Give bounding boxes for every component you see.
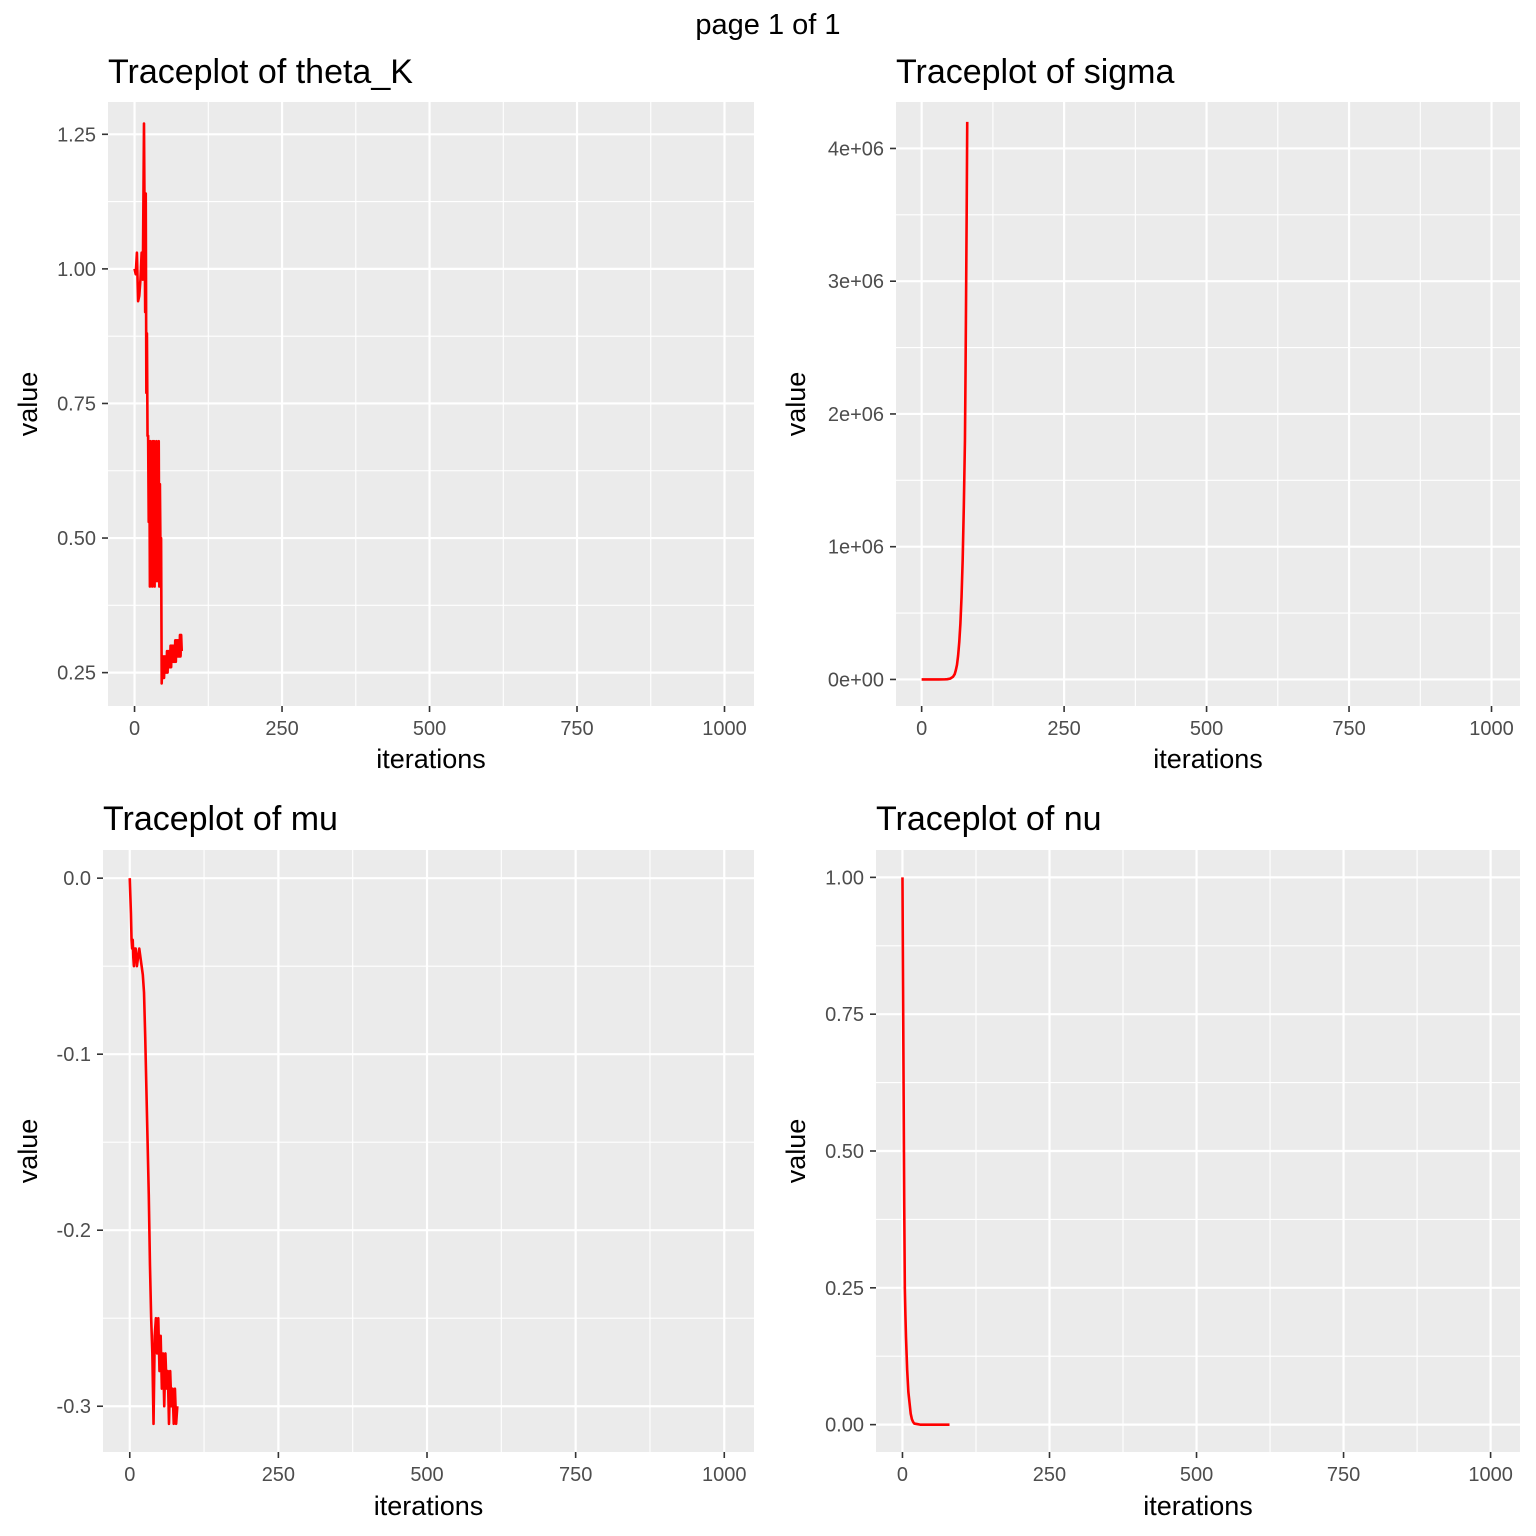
y-axis-title: value — [13, 372, 43, 437]
y-tick-label: 0.0 — [63, 868, 91, 890]
x-tick-label: 750 — [560, 718, 593, 740]
y-axis-title: value — [781, 372, 811, 437]
x-tick-label: 250 — [1033, 1464, 1066, 1486]
x-tick-label: 1000 — [702, 1464, 747, 1486]
series-line-1 — [128, 878, 179, 1426]
series-line-1 — [901, 877, 950, 1426]
x-axis-title: iterations — [376, 744, 486, 774]
series-line-1 — [133, 122, 184, 685]
x-tick-label: 0 — [129, 718, 140, 740]
x-tick-label: 1000 — [1468, 1464, 1513, 1486]
x-axis-title: iterations — [1143, 1491, 1253, 1521]
chart-panel-3: 0 250 500 750 1000 -0.3 -0.2 -0.1 0.0 Traceplot o… — [13, 800, 754, 1521]
x-tick-label: 250 — [1047, 718, 1080, 740]
chart-title: Traceplot of nu — [876, 800, 1102, 838]
page-title: page 1 of 1 — [695, 9, 840, 41]
x-tick-label: 250 — [262, 1464, 295, 1486]
y-tick-label: 1.25 — [57, 124, 96, 146]
x-tick-label: 0 — [897, 1464, 908, 1486]
series-line-1 — [921, 121, 969, 681]
y-tick-label: 1.00 — [57, 259, 96, 281]
chart-title: Traceplot of sigma — [896, 53, 1174, 91]
x-tick-label: 0 — [916, 718, 927, 740]
y-tick-label: 0.25 — [57, 663, 96, 685]
y-tick-label: 0.50 — [825, 1141, 864, 1163]
x-axis-title: iterations — [1153, 744, 1263, 774]
chart-panel-4: 0 250 500 750 1000 0.00 0.25 0.50 0.75 1.00 Tracep… — [781, 800, 1520, 1521]
x-tick-label: 500 — [1190, 718, 1223, 740]
y-tick-label: 1e+06 — [828, 537, 884, 559]
plot-background — [103, 850, 754, 1452]
x-tick-label: 750 — [559, 1464, 592, 1486]
y-tick-label: 0.75 — [825, 1004, 864, 1026]
chart-title: Traceplot of theta_K — [108, 53, 413, 91]
chart-panel-2: 0 250 500 750 1000 0e+00 1e+06 2e+06 3e+06 4e+06 T… — [781, 53, 1520, 774]
y-tick-label: -0.1 — [57, 1044, 91, 1066]
y-tick-label: 4e+06 — [828, 138, 884, 160]
x-tick-label: 750 — [1332, 718, 1365, 740]
y-tick-label: 0.25 — [825, 1278, 864, 1300]
x-tick-label: 250 — [265, 718, 298, 740]
x-tick-label: 1000 — [1469, 718, 1514, 740]
x-tick-label: 500 — [1180, 1464, 1213, 1486]
y-tick-label: 1.00 — [825, 867, 864, 889]
y-tick-label: -0.2 — [57, 1220, 91, 1242]
y-tick-label: 3e+06 — [828, 271, 884, 293]
x-tick-label: 500 — [410, 1464, 443, 1486]
y-tick-label: 0.75 — [57, 393, 96, 415]
x-tick-label: 500 — [413, 718, 446, 740]
chart-panel-1: 0 250 500 750 1000 0.25 0.50 0.75 1.00 1.25 Tracep… — [13, 53, 754, 774]
y-tick-label: -0.3 — [57, 1396, 91, 1418]
y-tick-label: 0.50 — [57, 528, 96, 550]
x-axis-title: iterations — [374, 1491, 484, 1521]
chart-title: Traceplot of mu — [103, 800, 338, 838]
y-tick-label: 2e+06 — [828, 404, 884, 426]
plot-background — [896, 102, 1520, 706]
y-axis-title: value — [13, 1119, 43, 1184]
y-axis-title: value — [781, 1119, 811, 1184]
x-tick-label: 750 — [1327, 1464, 1360, 1486]
y-tick-label: 0.00 — [825, 1415, 864, 1437]
y-tick-label: 0e+00 — [828, 669, 884, 691]
x-tick-label: 1000 — [702, 718, 747, 740]
x-tick-label: 0 — [124, 1464, 135, 1486]
